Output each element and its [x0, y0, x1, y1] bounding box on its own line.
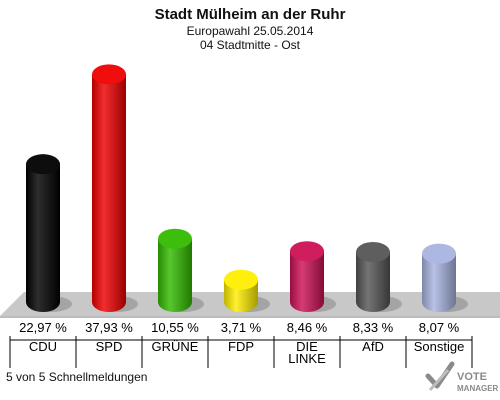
value-label: 10,55 %: [151, 320, 199, 335]
bar-sonstige: [422, 243, 468, 312]
bar-top: [158, 228, 192, 249]
bar-afd: [356, 242, 402, 312]
bar-body: [26, 164, 60, 312]
bar-cdu: [26, 154, 72, 312]
category-axis: [9, 336, 473, 368]
bar-top: [92, 64, 126, 85]
category-label: GRÜNE: [152, 339, 199, 354]
bar-top: [290, 241, 324, 262]
chart-title: Stadt Mülheim an der Ruhr: [155, 6, 346, 23]
bar-body: [290, 251, 324, 312]
bar-body: [356, 252, 390, 312]
value-label: 8,07 %: [419, 320, 460, 335]
bar-grüne: [158, 228, 204, 312]
category-label: DIE LINKE: [288, 339, 326, 366]
category-label: AfD: [362, 339, 384, 354]
bar-top: [224, 269, 258, 290]
bar-spd: [92, 64, 138, 312]
bar-body: [92, 74, 126, 312]
value-label: 8,46 %: [287, 320, 328, 335]
check-mark-icon: [425, 361, 455, 392]
bar-die-linke: [290, 241, 336, 312]
category-label: Sonstige: [414, 339, 465, 354]
status-text: 5 von 5 Schnellmeldungen: [6, 370, 147, 384]
bar-top: [356, 242, 390, 263]
bar-top: [26, 154, 60, 175]
bar-fdp: [224, 269, 270, 312]
bar-body: [158, 238, 192, 312]
value-label: 22,97 %: [19, 320, 67, 335]
bar-body: [422, 253, 456, 312]
category-label: FDP: [228, 339, 254, 354]
bar-top: [422, 243, 456, 264]
category-label: CDU: [29, 339, 57, 354]
value-labels-group: 22,97 % 37,93 % 10,55 % 3,71 % 8,46 % 8,33 % 8…: [19, 320, 460, 335]
logo-text-manager: MANAGER: [457, 384, 499, 393]
category-label: SPD: [96, 339, 123, 354]
value-label: 8,33 %: [353, 320, 394, 335]
value-label: 37,93 %: [85, 320, 133, 335]
value-label: 3,71 %: [221, 320, 262, 335]
vote-manager-logo: VOTE MANAGER: [425, 361, 499, 393]
chart-subtitle: Europawahl 25.05.2014: [187, 24, 314, 38]
bars-group: [26, 64, 468, 312]
logo-text-vote: VOTE: [457, 371, 487, 383]
category-labels-group: CDU SPD GRÜNE FDP DIE LINKE AfD Sonstige: [29, 339, 464, 366]
chart-district: 04 Stadtmitte - Ost: [200, 38, 301, 52]
